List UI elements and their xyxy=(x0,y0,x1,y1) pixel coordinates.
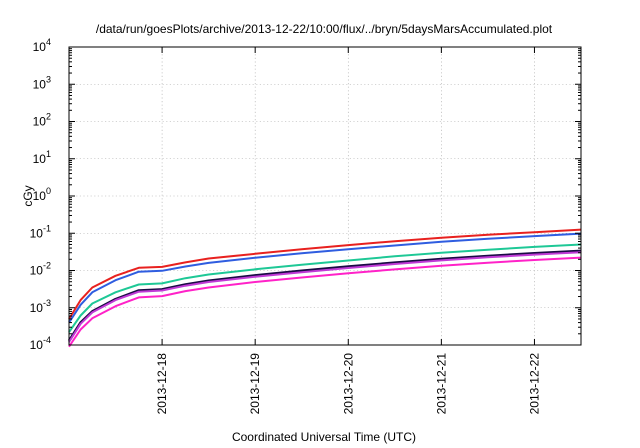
y-tick-label-base: 10 xyxy=(30,264,44,278)
y-tick-label: 101 xyxy=(33,149,51,166)
x-axis-label: Coordinated Universal Time (UTC) xyxy=(232,430,416,444)
series-line-4 xyxy=(67,249,582,342)
y-tick-label: 10-3 xyxy=(30,298,51,315)
series-line-1 xyxy=(68,228,582,320)
y-tick-label-base: 10 xyxy=(33,77,47,91)
series-line-3 xyxy=(68,243,582,333)
chart-title: /data/run/goesPlots/archive/2013-12-22/1… xyxy=(96,22,553,36)
series-line-5 xyxy=(68,251,582,343)
y-tick-label-base: 10 xyxy=(33,40,47,54)
y-tick-label-base: 10 xyxy=(33,189,47,203)
y-tick-label: 103 xyxy=(33,74,51,91)
y-tick-label-exponent: 2 xyxy=(46,112,51,122)
y-tick-label: 10-4 xyxy=(30,335,51,352)
y-tick-label-exponent: 0 xyxy=(46,186,51,196)
x-tick-label: 2013-12-18 xyxy=(155,353,169,415)
y-tick-label-exponent: -1 xyxy=(43,223,51,233)
y-tick-label: 10-2 xyxy=(30,261,51,278)
y-tick-label-base: 10 xyxy=(33,115,47,129)
y-tick-label: 102 xyxy=(33,112,51,129)
y-tick-label: 10-1 xyxy=(30,223,51,240)
y-tick-label: 104 xyxy=(33,37,51,54)
y-tick-label-base: 10 xyxy=(30,301,44,315)
x-tick-label: 2013-12-22 xyxy=(527,353,541,415)
y-axis-label: cGy xyxy=(21,185,35,206)
series-line-2 xyxy=(68,232,582,324)
x-tick-label: 2013-12-19 xyxy=(248,353,262,415)
y-tick-label-exponent: -2 xyxy=(43,261,51,271)
y-tick-label-base: 10 xyxy=(30,338,44,352)
y-tick-label-exponent: 3 xyxy=(46,74,51,84)
y-tick-label-exponent: -4 xyxy=(43,335,51,345)
series-group xyxy=(67,228,582,348)
x-tick-label: 2013-12-20 xyxy=(341,353,355,415)
grid-lines xyxy=(69,47,581,345)
y-tick-label-exponent: 1 xyxy=(46,149,51,159)
y-tick-label-exponent: 4 xyxy=(46,37,51,47)
y-tick-label: 100 xyxy=(33,186,51,203)
y-tick-label-base: 10 xyxy=(33,152,47,166)
y-tick-label-base: 10 xyxy=(30,226,44,240)
series-line-6 xyxy=(68,256,582,348)
y-tick-label-exponent: -3 xyxy=(43,298,51,308)
x-tick-label: 2013-12-21 xyxy=(434,353,448,415)
x-axis: 2013-12-18 2013-12-19 2013-12-20 2013-12-21… xyxy=(155,47,541,414)
